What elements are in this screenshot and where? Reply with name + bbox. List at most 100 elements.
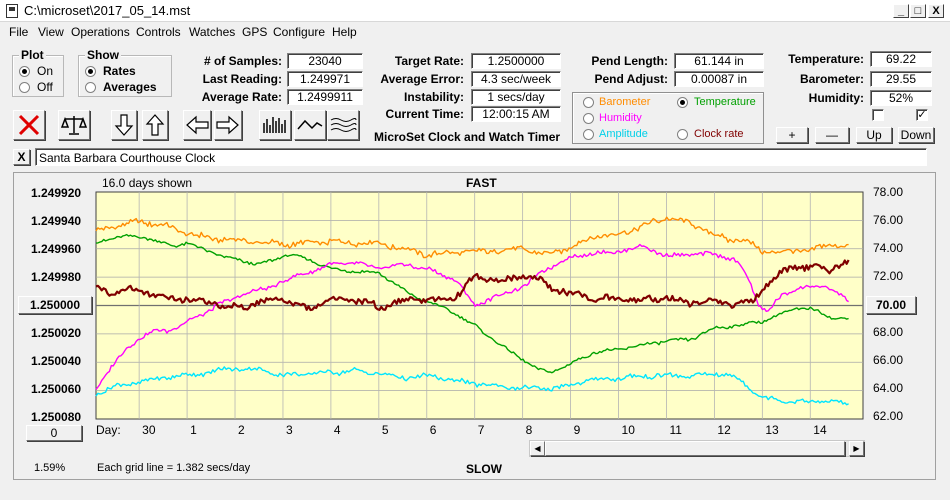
- checkbox-2[interactable]: ✓: [916, 109, 928, 121]
- grid-note-label: Each grid line = 1.382 secs/day: [97, 462, 251, 474]
- right-center-value-button[interactable]: 70.00: [866, 296, 916, 314]
- clock-name-input[interactable]: Santa Barbara Courthouse Clock: [35, 148, 927, 166]
- plus-button[interactable]: +: [776, 127, 808, 143]
- scroll-left-arrow[interactable]: ◀: [530, 441, 545, 456]
- aux-clock-rate-radio[interactable]: [677, 129, 688, 140]
- target-rate-value: 1.2500000: [471, 53, 561, 69]
- menu-gps[interactable]: GPS: [242, 25, 268, 39]
- x-tick-label: 12: [717, 423, 731, 437]
- menu-operations[interactable]: Operations: [71, 25, 130, 39]
- menu-file[interactable]: File: [9, 25, 29, 39]
- aux-amplitude-radio[interactable]: [583, 129, 594, 140]
- aux-temperature-radio[interactable]: [677, 97, 688, 108]
- right-tick-label: 78.00: [873, 185, 904, 199]
- pend-adjust-value: 0.00087 in: [674, 71, 764, 87]
- plot-group-title: Plot: [19, 48, 46, 62]
- left-tick-label: 1.249920: [31, 186, 82, 200]
- stop-button[interactable]: [13, 110, 45, 140]
- window-title: C:\microset\2017_05_14.mst: [24, 3, 191, 18]
- x-tick-label: 7: [477, 423, 485, 437]
- title-bar: C:\microset\2017_05_14.mst _ □ X: [0, 0, 950, 22]
- close-button[interactable]: X: [928, 4, 944, 18]
- aux-humidity-label: Humidity: [599, 112, 642, 124]
- x-tick-label: 6: [429, 423, 437, 437]
- left-tick-label: 1.249940: [31, 214, 82, 228]
- right-tick-label: 68.00: [873, 325, 904, 339]
- left-tick-label: 1.250040: [31, 354, 82, 368]
- menu-view[interactable]: View: [38, 25, 64, 39]
- minimize-button[interactable]: _: [893, 4, 909, 18]
- x-tick-label: 11: [669, 423, 682, 437]
- up-button[interactable]: Up: [856, 127, 892, 143]
- menu-watches[interactable]: Watches: [189, 25, 236, 39]
- arrow-left-button[interactable]: [183, 110, 211, 140]
- x-tick-label: 2: [238, 423, 245, 437]
- plot-on-radio[interactable]: [19, 66, 30, 77]
- time-scrollbar[interactable]: ◀ ▶: [529, 440, 865, 457]
- aux-humidity-radio[interactable]: [583, 113, 594, 124]
- aux-clock-rate-label: Clock rate: [694, 128, 744, 140]
- arrow-down-icon: [114, 114, 134, 136]
- down-button[interactable]: Down: [898, 127, 934, 143]
- left-tick-label: 1.250060: [31, 382, 82, 396]
- slow-label: SLOW: [466, 462, 502, 476]
- show-rates-radio[interactable]: [85, 66, 96, 77]
- x-tick-label: 5: [381, 423, 389, 437]
- show-averages-label: Averages: [103, 80, 157, 94]
- show-averages-radio[interactable]: [85, 82, 96, 93]
- menu-configure[interactable]: Configure: [273, 25, 326, 39]
- arrow-up-icon: [145, 114, 165, 136]
- arrow-up-button[interactable]: [142, 110, 168, 140]
- pend-length-label: Pend Length:: [591, 54, 668, 68]
- average-error-label: Average Error:: [380, 72, 464, 86]
- clear-clock-button[interactable]: X: [13, 149, 30, 165]
- plot-off-radio[interactable]: [19, 82, 30, 93]
- scroll-thumb[interactable]: [545, 441, 845, 456]
- temperature-series-line: [95, 233, 849, 374]
- plot-group: Plot On Off: [12, 48, 64, 97]
- samples-label: # of Samples:: [203, 54, 282, 68]
- checkbox-1[interactable]: [872, 109, 884, 121]
- aux-barometer-radio[interactable]: [583, 97, 594, 108]
- x-tick-label: 14: [813, 423, 827, 437]
- aux-selector-group: Barometer Temperature Humidity Amplitude…: [572, 92, 764, 144]
- bar-graph-button[interactable]: [259, 110, 291, 140]
- left-tick-label: 1.250020: [31, 326, 82, 340]
- maximize-button[interactable]: □: [910, 4, 926, 18]
- percent-label: 1.59%: [34, 462, 66, 474]
- aux-barometer-label: Barometer: [599, 96, 651, 108]
- show-group: Show Rates Averages: [78, 48, 172, 97]
- barometer-label: Barometer:: [799, 72, 864, 86]
- app-icon: [6, 4, 18, 18]
- line-graph-icon: [297, 119, 323, 130]
- line-graph-button[interactable]: [294, 110, 326, 140]
- right-tick-label: 66.00: [873, 353, 904, 367]
- current-time-value: 12:00:15 AM: [471, 106, 561, 122]
- red-x-icon: [18, 114, 40, 136]
- balance-button[interactable]: [58, 110, 90, 140]
- target-rate-label: Target Rate:: [394, 54, 464, 68]
- minus-button[interactable]: —: [815, 127, 849, 143]
- plot-on-label: On: [37, 64, 54, 78]
- right-tick-label: 72.00: [873, 269, 904, 283]
- plot-off-label: Off: [37, 80, 53, 94]
- arrow-right-icon: [216, 115, 239, 135]
- barometer-series-line: [95, 216, 849, 259]
- wave-graph-button[interactable]: [327, 110, 359, 140]
- pend-length-value: 61.144 in: [674, 53, 764, 69]
- right-tick-label: 76.00: [873, 213, 904, 227]
- menu-controls[interactable]: Controls: [136, 25, 181, 39]
- left-center-value-button[interactable]: 1.250000: [18, 296, 92, 314]
- last-reading-label: Last Reading:: [202, 72, 282, 86]
- arrow-down-button[interactable]: [111, 110, 137, 140]
- zero-button[interactable]: 0: [26, 425, 82, 441]
- current-time-label: Current Time:: [385, 107, 464, 121]
- x-tick-label: 8: [525, 423, 533, 437]
- menu-help[interactable]: Help: [332, 25, 357, 39]
- scroll-right-arrow[interactable]: ▶: [849, 441, 864, 456]
- average-rate-label: Average Rate:: [201, 90, 282, 104]
- arrow-right-button[interactable]: [214, 110, 242, 140]
- amplitude-series-line: [95, 366, 849, 406]
- humidity-series-line: [95, 243, 849, 390]
- days-shown-label: 16.0 days shown: [102, 176, 193, 190]
